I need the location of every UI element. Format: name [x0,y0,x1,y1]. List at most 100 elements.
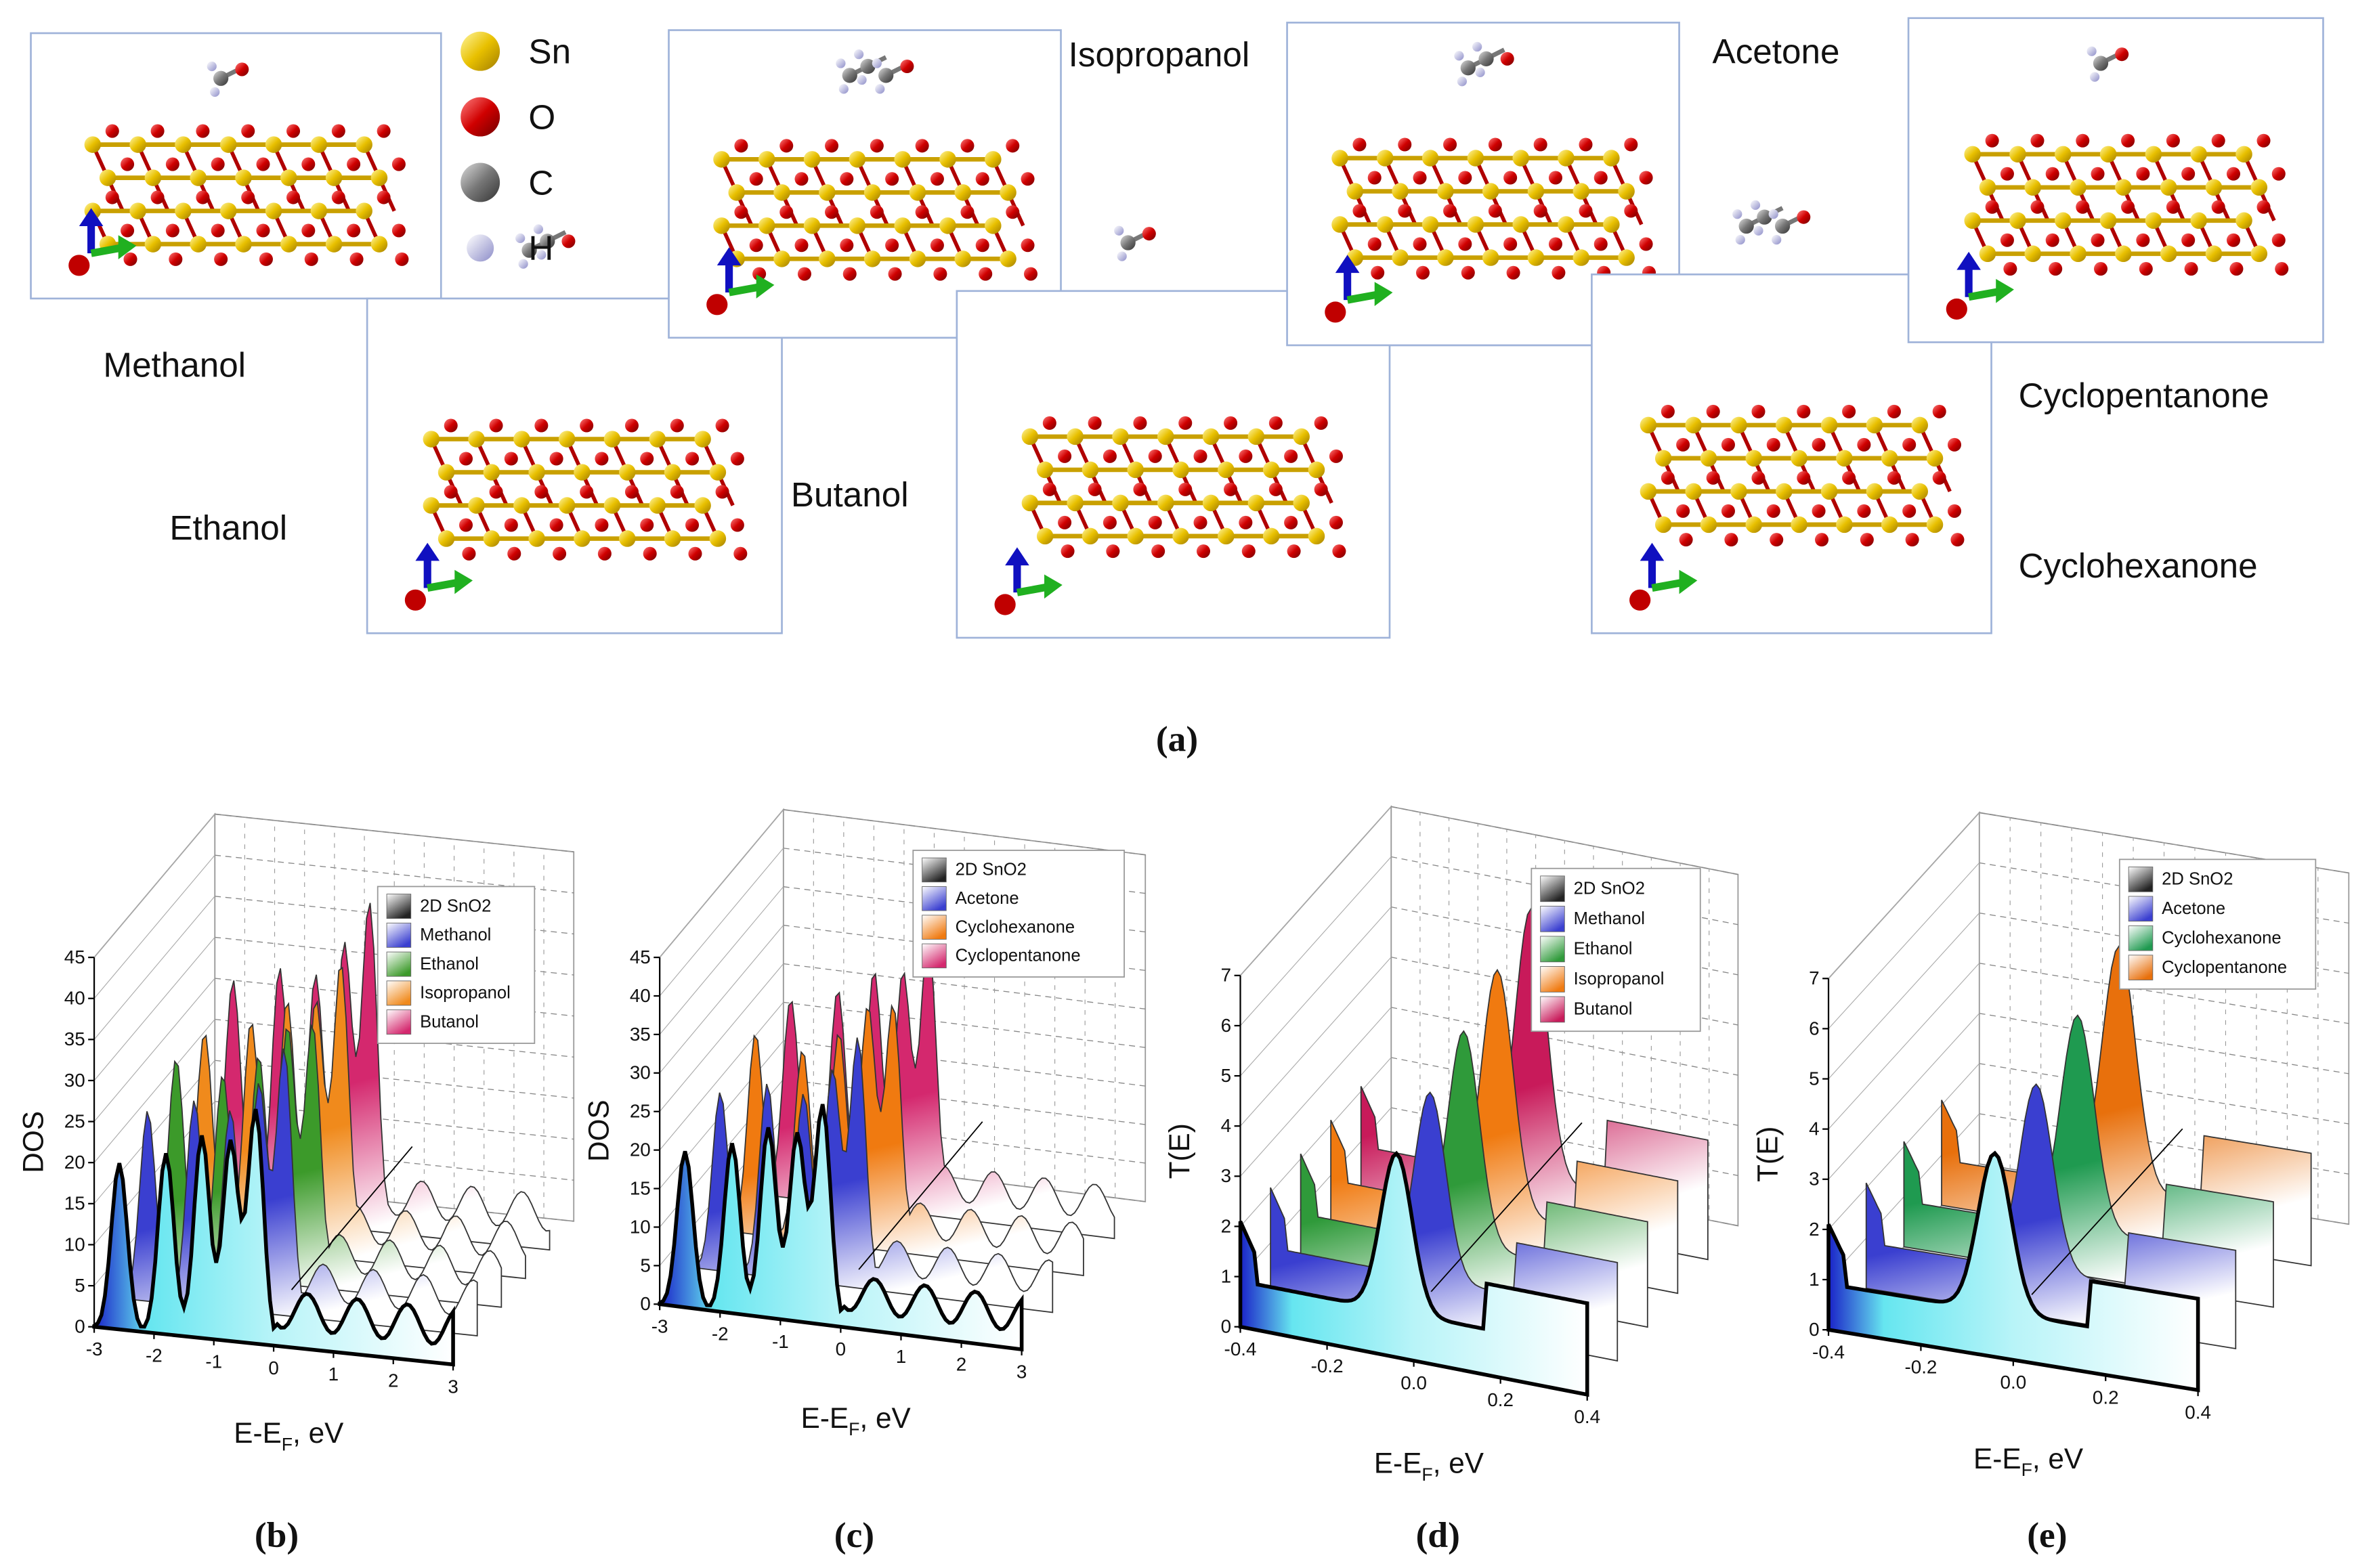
sn-atom [558,497,576,514]
o-atom [730,518,744,532]
legend-label: Butanol [1574,1000,1633,1019]
y-tick-label: 1 [1221,1265,1231,1286]
sn-atom [84,136,102,153]
o-atom [349,252,364,266]
sn-atom [513,431,530,448]
o-atom [1352,137,1367,152]
o-atom [2121,133,2135,148]
sn-atom [1964,146,1981,163]
surface [92,1108,455,1367]
sn-atom [1791,516,1807,533]
sn-atom [1866,483,1883,500]
sn-atom [2190,212,2207,230]
o-atom [1593,237,1608,251]
x-label-subscript: F [2021,1460,2032,1480]
o-atom [1006,205,1020,219]
sn-atom [758,217,775,234]
o-atom [347,157,361,171]
caption: (b) [255,1515,299,1555]
h-atom [853,49,864,60]
o-atom [1287,544,1301,559]
o-atom [1812,437,1826,452]
sn-atom [1881,450,1898,467]
o-atom [395,252,409,266]
sn-atom [468,497,485,514]
o-atom [1488,204,1502,218]
o-atom [870,205,884,219]
y-tick-label: 3 [1809,1169,1819,1190]
y-tick-label: 7 [1809,967,1819,988]
sn-atom [356,136,372,153]
x-tick-label: 0 [836,1338,846,1359]
grid-line [1979,1063,2349,1125]
sn-atom [190,169,207,186]
sn-atom [1021,428,1039,445]
element-swatch [461,97,500,137]
grid-line [1240,907,1392,1076]
y-tick-label: 1 [1809,1269,1819,1290]
sn-atom [1618,249,1635,266]
grid-line [783,1001,1146,1048]
legend-swatch [2128,896,2154,922]
y-tick-label: 25 [630,1101,651,1122]
o-atom [670,485,684,499]
o-atom [1088,416,1102,430]
axis-glyph [1996,278,2014,303]
o-atom [624,418,639,433]
c-atom [1120,235,1136,251]
sn-atom [709,530,727,547]
grid-line [1240,856,1392,1026]
x-label-subscript: F [282,1434,293,1454]
h-atom [2089,72,2100,82]
o-atom [347,223,361,238]
sn-atom [1157,428,1174,445]
sn-atom [1979,179,1996,196]
y-tick-label: 0 [1221,1316,1231,1337]
h-atom [1117,251,1127,261]
sn-atom [437,464,455,481]
grid-line [1240,957,1392,1127]
legend-label: 2D SnO2 [2162,870,2233,889]
o-atom [1676,437,1690,452]
o-atom [1639,171,1653,185]
h-atom [836,58,846,68]
sn-atom [664,530,681,547]
o-atom [2271,233,2286,247]
o-atom [1398,204,1412,218]
o-atom [1902,504,1917,518]
axis-glyph [1044,574,1063,599]
o-atom [1268,482,1283,496]
x-tick-label: -0.2 [1311,1355,1344,1376]
o-atom [444,418,458,433]
legend-label: Isopropanol [420,984,511,1003]
sn-atom [694,497,711,514]
o-atom [2275,262,2289,276]
sn-atom [1377,150,1394,167]
sn-atom [1512,216,1529,233]
o-atom [2045,233,2059,247]
o-atom [259,252,273,266]
sn-atom [280,236,297,253]
o-atom [196,124,210,138]
x-label-part: , eV [859,1402,911,1434]
sn-atom [2250,245,2268,263]
o-atom [2256,200,2271,214]
sn-atom [939,151,956,168]
o-atom [1196,544,1210,559]
o-atom [2121,200,2135,214]
o-atom [595,452,609,466]
axis-glyph [1640,542,1665,561]
sn-atom [694,431,711,448]
sn-atom [1911,416,1929,434]
sn-atom [99,169,116,186]
o-atom [1770,533,1784,547]
axis-glyph [454,569,473,594]
sn-atom [1618,183,1635,200]
h-atom [875,84,885,94]
sn-atom [1392,183,1409,200]
sn-atom [483,530,500,547]
molecule [2086,46,2129,82]
x-axis-label: E-EF, eV [1973,1443,2084,1480]
o-atom [733,546,748,561]
sn-atom [909,251,926,267]
